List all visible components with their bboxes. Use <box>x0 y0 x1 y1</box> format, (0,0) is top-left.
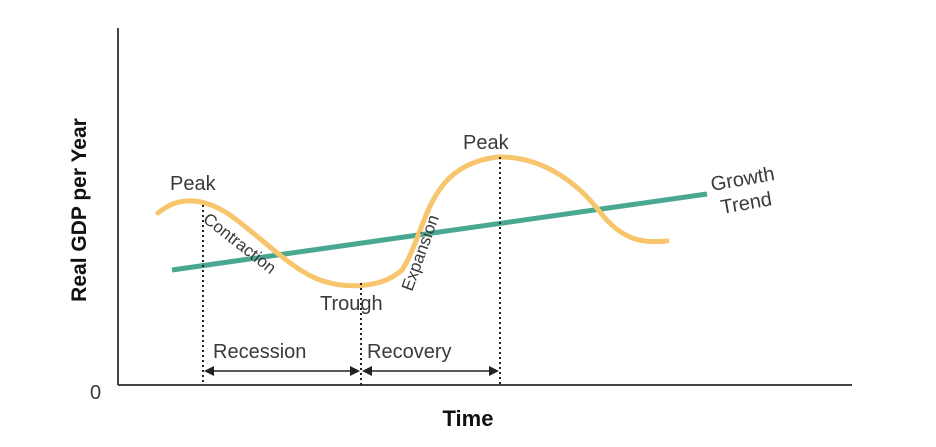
peak-2-label: Peak <box>463 132 510 154</box>
recovery-arrowhead-right <box>489 366 499 376</box>
recession-label: Recession <box>213 341 306 363</box>
peak-1-label: Peak <box>170 173 217 195</box>
x-axis-label: Time <box>443 406 494 431</box>
expansion-label: Expansion <box>398 212 443 293</box>
y-axis-label: Real GDP per Year <box>68 118 91 302</box>
trough-label: Trough <box>320 293 383 315</box>
growth-trend-line <box>171 191 708 273</box>
recovery-label: Recovery <box>367 341 451 363</box>
recession-arrowhead-left <box>204 366 214 376</box>
business-cycle-curve <box>155 154 670 289</box>
origin-label: 0 <box>90 382 101 404</box>
recession-arrowhead-right <box>350 366 360 376</box>
recovery-arrowhead-left <box>362 366 372 376</box>
